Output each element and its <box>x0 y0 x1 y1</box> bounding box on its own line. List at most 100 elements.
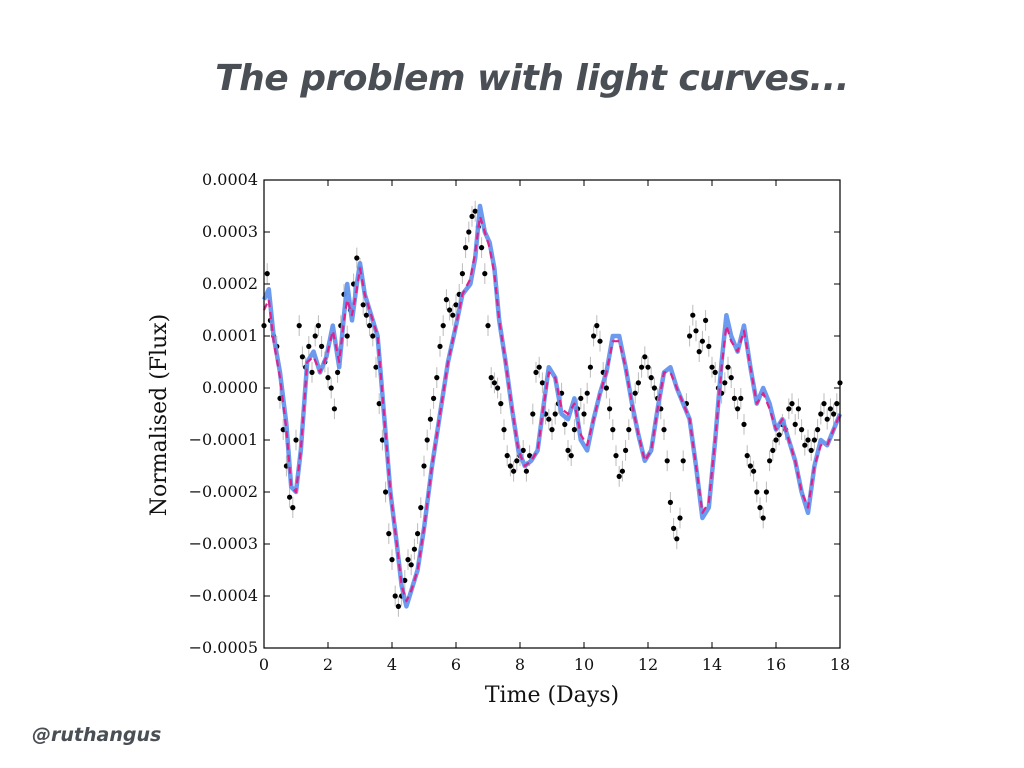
y-tick-label: 0.0003 <box>202 222 258 241</box>
data-point <box>731 395 738 401</box>
data-point <box>770 447 776 453</box>
data-point <box>434 375 440 381</box>
data-point <box>488 375 494 381</box>
x-tick-label: 14 <box>702 655 722 674</box>
data-point <box>533 369 539 375</box>
data-point <box>699 338 706 344</box>
data-point <box>773 437 779 443</box>
data-point <box>507 463 513 469</box>
data-point <box>549 427 555 433</box>
data-point <box>431 395 437 401</box>
data-point <box>824 416 830 422</box>
data-point <box>299 354 305 360</box>
y-tick-label: −0.0004 <box>189 586 258 605</box>
data-point <box>539 380 546 386</box>
data-point <box>363 312 369 318</box>
data-point <box>799 427 805 433</box>
data-point <box>578 395 584 401</box>
y-tick-label: −0.0002 <box>189 482 258 501</box>
data-point <box>293 437 299 443</box>
data-point <box>815 427 821 433</box>
data-point <box>495 385 501 391</box>
data-point <box>440 323 446 329</box>
data-point <box>802 442 808 448</box>
y-axis-title: Normalised (Flux) <box>147 314 172 517</box>
data-point <box>328 385 334 391</box>
data-point <box>415 531 421 537</box>
data-point <box>738 395 744 401</box>
data-point <box>767 458 773 464</box>
error-bars <box>263 200 841 617</box>
y-tick-label: −0.0003 <box>189 534 258 553</box>
data-point <box>744 453 750 459</box>
data-point <box>312 333 318 339</box>
data-point <box>811 437 818 443</box>
data-point <box>319 343 325 349</box>
data-point <box>831 411 837 417</box>
data-point <box>501 427 507 433</box>
data-point <box>296 323 302 329</box>
observation-points <box>261 208 843 610</box>
data-point <box>427 416 433 422</box>
data-point <box>469 213 475 219</box>
data-point <box>763 489 770 495</box>
data-point <box>757 505 763 511</box>
data-point <box>389 557 395 563</box>
data-point <box>632 390 638 396</box>
data-point <box>405 557 411 563</box>
data-point <box>479 245 485 251</box>
data-point <box>562 421 568 427</box>
data-point <box>677 515 683 521</box>
data-point <box>834 401 840 407</box>
data-point <box>821 401 827 407</box>
data-point <box>610 427 616 433</box>
data-point <box>696 349 702 355</box>
data-point <box>728 375 734 381</box>
data-point <box>642 354 648 360</box>
data-point <box>591 333 597 339</box>
data-point <box>309 369 315 375</box>
x-tick-label: 16 <box>766 655 786 674</box>
data-point <box>741 421 747 427</box>
data-point <box>584 390 590 396</box>
x-tick-label: 18 <box>830 655 850 674</box>
data-point <box>466 229 472 235</box>
data-point <box>674 536 680 542</box>
y-tick-label: 0.0000 <box>202 378 258 397</box>
data-point <box>603 385 610 391</box>
data-point <box>827 406 834 412</box>
data-point <box>315 323 321 329</box>
data-point <box>527 453 533 459</box>
plot-frame <box>263 179 841 649</box>
data-point <box>485 323 491 329</box>
data-point <box>805 437 811 443</box>
data-point <box>472 208 478 214</box>
data-point <box>735 406 741 412</box>
data-point <box>690 312 696 318</box>
y-tick-label: 0.0002 <box>202 274 258 293</box>
data-point <box>789 401 795 407</box>
data-point <box>619 468 626 474</box>
data-point <box>424 437 430 443</box>
y-axis-ticks: 0.0004 0.0003 0.0002 0.0001 0.0000 −0.0001 −0.… <box>189 170 840 657</box>
data-point <box>552 411 558 417</box>
x-tick-label: 6 <box>451 655 461 674</box>
data-point <box>411 546 417 552</box>
data-point <box>520 447 526 453</box>
data-point <box>639 364 645 370</box>
y-tick-label: −0.0001 <box>189 430 258 449</box>
data-point <box>510 468 517 474</box>
data-point <box>450 312 456 318</box>
data-point <box>645 364 651 370</box>
data-point <box>760 515 766 521</box>
data-point <box>354 255 360 261</box>
data-point <box>383 489 389 495</box>
data-point <box>376 401 382 407</box>
data-point <box>597 338 603 344</box>
data-point <box>290 505 296 511</box>
data-point <box>331 406 337 412</box>
data-point <box>693 328 699 334</box>
x-tick-label: 12 <box>638 655 658 674</box>
data-point <box>523 468 530 474</box>
